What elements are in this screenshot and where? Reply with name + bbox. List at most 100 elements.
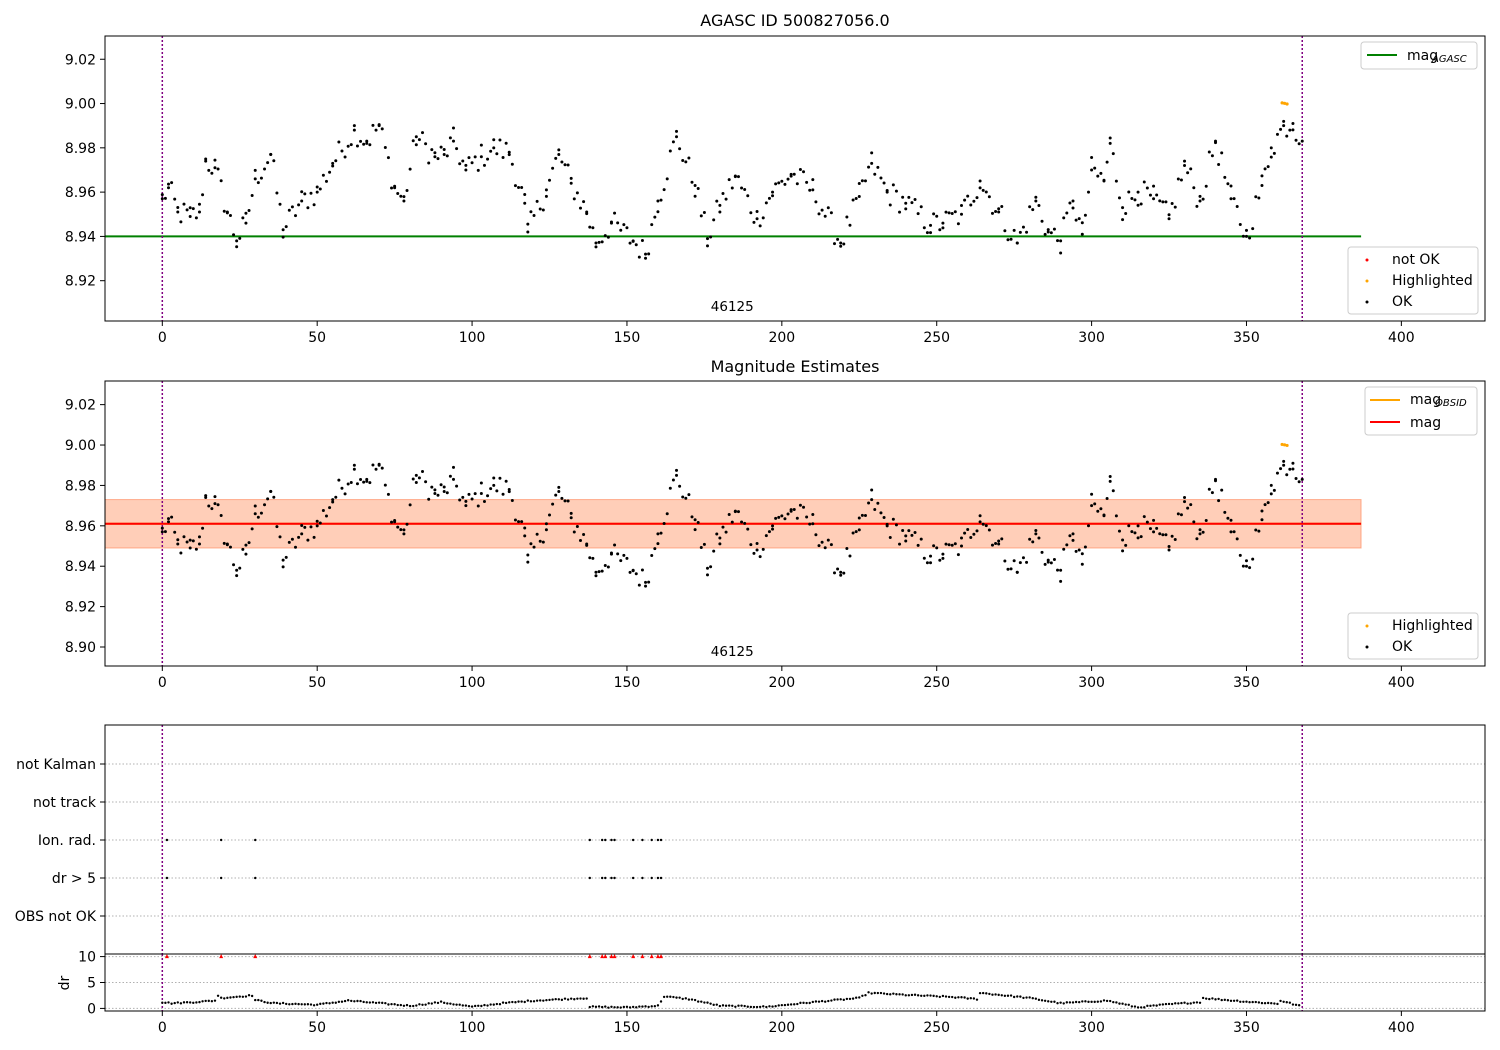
- dr-point: [254, 998, 257, 1002]
- ok-point: [916, 212, 920, 216]
- ok-point: [693, 518, 697, 522]
- ok-point: [603, 563, 607, 567]
- dr-point: [607, 1006, 610, 1009]
- ok-point: [867, 165, 871, 169]
- ok-point: [213, 166, 217, 170]
- ok-point: [1000, 204, 1004, 208]
- ok-point: [681, 495, 685, 499]
- ok-point: [836, 567, 840, 571]
- ok-point: [774, 516, 778, 520]
- ok-point: [1167, 213, 1171, 217]
- ok-point: [188, 214, 192, 218]
- ok-point: [498, 138, 502, 142]
- ok-point: [959, 536, 963, 540]
- dr-point: [1078, 1000, 1081, 1004]
- ok-point: [758, 555, 762, 559]
- ok-point: [665, 177, 669, 181]
- ok-point: [321, 173, 325, 177]
- ok-point: [1099, 171, 1103, 175]
- ok-point: [346, 144, 350, 148]
- dr-point: [275, 1001, 279, 1005]
- ok-point: [662, 522, 666, 526]
- dr-point: [1146, 1004, 1149, 1008]
- ok-point: [331, 498, 335, 502]
- x-tick-label: 200: [768, 1020, 795, 1036]
- flag-point: [254, 876, 257, 880]
- dr-point: [1090, 1000, 1093, 1004]
- dr-point: [337, 1000, 341, 1004]
- dr-point: [1006, 994, 1010, 997]
- ok-point: [1297, 142, 1301, 146]
- legend-ok-marker: [1365, 300, 1369, 304]
- dr-point: [1260, 1001, 1264, 1005]
- dr-point: [1096, 1000, 1099, 1003]
- ok-point: [1291, 461, 1295, 465]
- ok-point: [1297, 480, 1301, 484]
- ok-point: [235, 568, 239, 572]
- ok-point: [640, 568, 644, 572]
- x-tick-label: 200: [768, 675, 795, 691]
- ok-point: [495, 489, 499, 493]
- ok-point: [300, 199, 304, 203]
- dr-point: [873, 991, 876, 995]
- ok-point: [219, 179, 223, 183]
- dr-point: [291, 1002, 294, 1006]
- dr-point: [669, 995, 672, 998]
- ok-point: [427, 161, 431, 165]
- ok-point: [932, 212, 936, 216]
- ok-point: [947, 543, 951, 547]
- dr-point: [1003, 994, 1007, 998]
- dr-point: [501, 1001, 505, 1004]
- dr-point: [576, 997, 579, 1000]
- ok-point: [575, 525, 579, 529]
- ok-point: [712, 549, 716, 553]
- ok-point: [436, 493, 440, 497]
- dr-point: [424, 1003, 427, 1006]
- ok-point: [631, 568, 635, 572]
- ok-point: [1183, 500, 1187, 504]
- ok-point: [507, 490, 511, 494]
- dr-point: [573, 998, 576, 1001]
- dr-point: [985, 992, 988, 995]
- x-tick-label: 300: [1078, 675, 1105, 691]
- dr-point: [427, 1002, 430, 1005]
- ok-point: [1272, 151, 1276, 155]
- ok-point: [1183, 496, 1187, 500]
- dr-point: [365, 1001, 368, 1004]
- ok-point: [374, 128, 378, 132]
- ok-point: [1114, 514, 1118, 518]
- ok-point: [653, 215, 657, 219]
- ok-point: [578, 206, 582, 210]
- dr-point: [799, 1001, 802, 1005]
- ok-point: [548, 178, 552, 182]
- legend2-highlighted-marker: [1365, 624, 1369, 628]
- ok-point: [1028, 537, 1032, 541]
- dr-point: [709, 1002, 712, 1005]
- ok-point: [365, 477, 369, 481]
- ok-point: [1059, 239, 1063, 243]
- dr-point: [421, 1003, 424, 1006]
- dr-point: [1248, 1000, 1251, 1004]
- ok-point: [972, 199, 976, 203]
- panel1-obsid-label: 46125: [711, 299, 754, 315]
- ok-point: [622, 223, 626, 227]
- dr-point: [294, 1002, 297, 1006]
- dr-point: [381, 1001, 384, 1005]
- ok-point: [1232, 530, 1236, 534]
- ok-point: [1015, 570, 1019, 574]
- ok-point: [390, 186, 394, 190]
- dr-point: [656, 1004, 660, 1007]
- ok-point: [1229, 518, 1233, 522]
- ok-point: [541, 540, 545, 544]
- ok-point: [975, 529, 979, 533]
- y-tick-label: 8.92: [65, 274, 96, 290]
- ok-point: [1065, 543, 1069, 547]
- ok-point: [1294, 138, 1298, 142]
- dr-point: [793, 1003, 796, 1006]
- dr-point: [535, 999, 539, 1002]
- dr-point: [610, 1005, 613, 1008]
- dr-point: [1266, 1001, 1270, 1005]
- dr-point: [1093, 1000, 1096, 1004]
- x-tick-label: 0: [158, 330, 167, 346]
- ok-point: [702, 210, 706, 214]
